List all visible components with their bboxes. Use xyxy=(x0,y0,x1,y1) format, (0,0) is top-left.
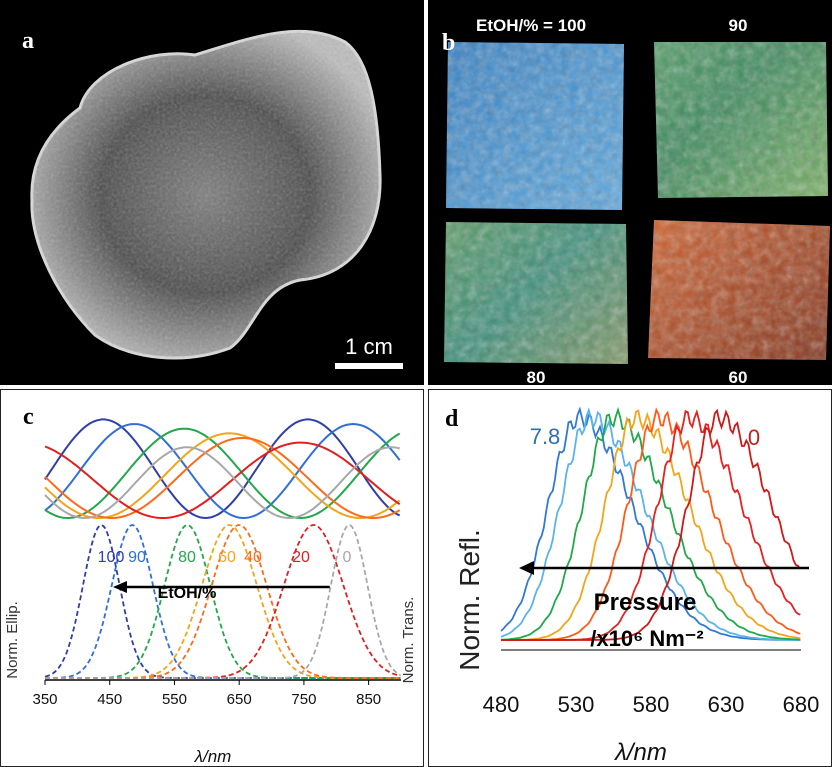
chart-d-tick-label: 580 xyxy=(633,692,670,717)
trans-curve-90 xyxy=(45,524,401,679)
chart-c-tick-label: 850 xyxy=(356,691,381,708)
chart-d-tick-label: 480 xyxy=(483,692,520,717)
sample-label-90: 90 xyxy=(729,16,748,35)
series-label-20: 20 xyxy=(292,549,310,566)
ellip-curve-20 xyxy=(44,441,401,519)
sample-swatch-100 xyxy=(446,42,624,210)
chart-d-arrow-head xyxy=(519,561,534,575)
panel-a: 1 cm a xyxy=(0,0,424,385)
panel-b-label: b xyxy=(442,30,456,56)
chart-c-tick-label: 450 xyxy=(97,691,122,708)
series-label-80: 80 xyxy=(178,549,196,566)
trans-curve-60 xyxy=(45,524,401,679)
refl-curve xyxy=(500,407,801,641)
chart-d-xlabel: λ/nm xyxy=(613,739,667,766)
chart-c-ylabel-right: Norm. Trans. xyxy=(400,597,417,684)
panel-d: 480 530 580 630 680 Norm. Refl. λ/nm 7.8 0 P… xyxy=(428,389,832,767)
panel-a-label: a xyxy=(22,28,34,54)
chart-d: 480 530 580 630 680 Norm. Refl. λ/nm 7.8 0 P… xyxy=(454,406,820,766)
chart-d-annotation-line1: Pressure xyxy=(594,589,697,616)
panel-c-label: c xyxy=(23,404,34,430)
chart-c-annotation: EtOH/% xyxy=(158,585,217,602)
ellip-curve-40 xyxy=(44,437,401,519)
trans-curve-0 xyxy=(45,524,401,679)
sample-label-60: 60 xyxy=(729,368,748,385)
panel-b-image: EtOH/% = 100 90 80 60 xyxy=(444,16,830,385)
chart-d-tick-label: 530 xyxy=(558,692,595,717)
series-label-40: 40 xyxy=(244,549,262,566)
refl-curve xyxy=(500,406,801,641)
refl-curve xyxy=(501,409,801,641)
sample-label-100: EtOH/% = 100 xyxy=(476,16,586,35)
chart-c-xlabel: λ/nm xyxy=(194,747,232,766)
series-label-90: 90 xyxy=(128,549,146,566)
chart-d-tick-label: 630 xyxy=(708,692,745,717)
chart-c-tick-label: 550 xyxy=(162,691,187,708)
chart-d-annotation-line2: /x10⁶ Nm⁻² xyxy=(590,626,703,651)
scale-bar xyxy=(335,363,403,369)
ellip-curve-90 xyxy=(44,422,401,520)
chart-d-tick-label: 680 xyxy=(783,692,820,717)
chart-c-tick-label: 650 xyxy=(227,691,252,708)
trans-curve-40 xyxy=(45,524,401,679)
ellip-curve-80 xyxy=(44,427,401,520)
panel-c: 350 450 550 650 750 850 100 90 80 60 40 20 0 Norm. … xyxy=(0,389,424,767)
ellip-curve-100 xyxy=(44,418,401,520)
refl-curve xyxy=(500,406,801,641)
refl-curve xyxy=(501,408,802,641)
trans-curve-100 xyxy=(44,524,401,679)
trans-curve-20 xyxy=(45,524,401,679)
chart-c-tick-label: 350 xyxy=(32,691,57,708)
chart-c-arrow-head xyxy=(112,581,127,593)
ellip-curve-0 xyxy=(44,446,400,520)
series-label-100: 100 xyxy=(98,549,125,566)
sample-swatch-90 xyxy=(654,42,828,198)
panel-d-label: d xyxy=(445,406,459,432)
sample-swatch-60 xyxy=(648,220,830,360)
chart-c-ylabel-left: Norm. Ellip. xyxy=(4,601,21,679)
chart-d-label-low: 0 xyxy=(748,425,760,450)
series-label-60: 60 xyxy=(218,549,236,566)
sample-swatch-80 xyxy=(444,222,628,364)
chart-d-label-high: 7.8 xyxy=(530,424,561,449)
chart-c: 350 450 550 650 750 850 100 90 80 60 40 20 0 Norm. … xyxy=(4,418,417,766)
chart-c-tick-label: 750 xyxy=(291,691,316,708)
panel-b: EtOH/% = 100 90 80 60 b xyxy=(428,0,832,385)
panel-a-image: 1 cm xyxy=(30,29,403,369)
series-label-0: 0 xyxy=(343,549,352,566)
chart-d-ylabel: Norm. Refl. xyxy=(454,529,485,671)
scale-bar-label: 1 cm xyxy=(345,334,393,359)
sample-label-80: 80 xyxy=(527,368,546,385)
